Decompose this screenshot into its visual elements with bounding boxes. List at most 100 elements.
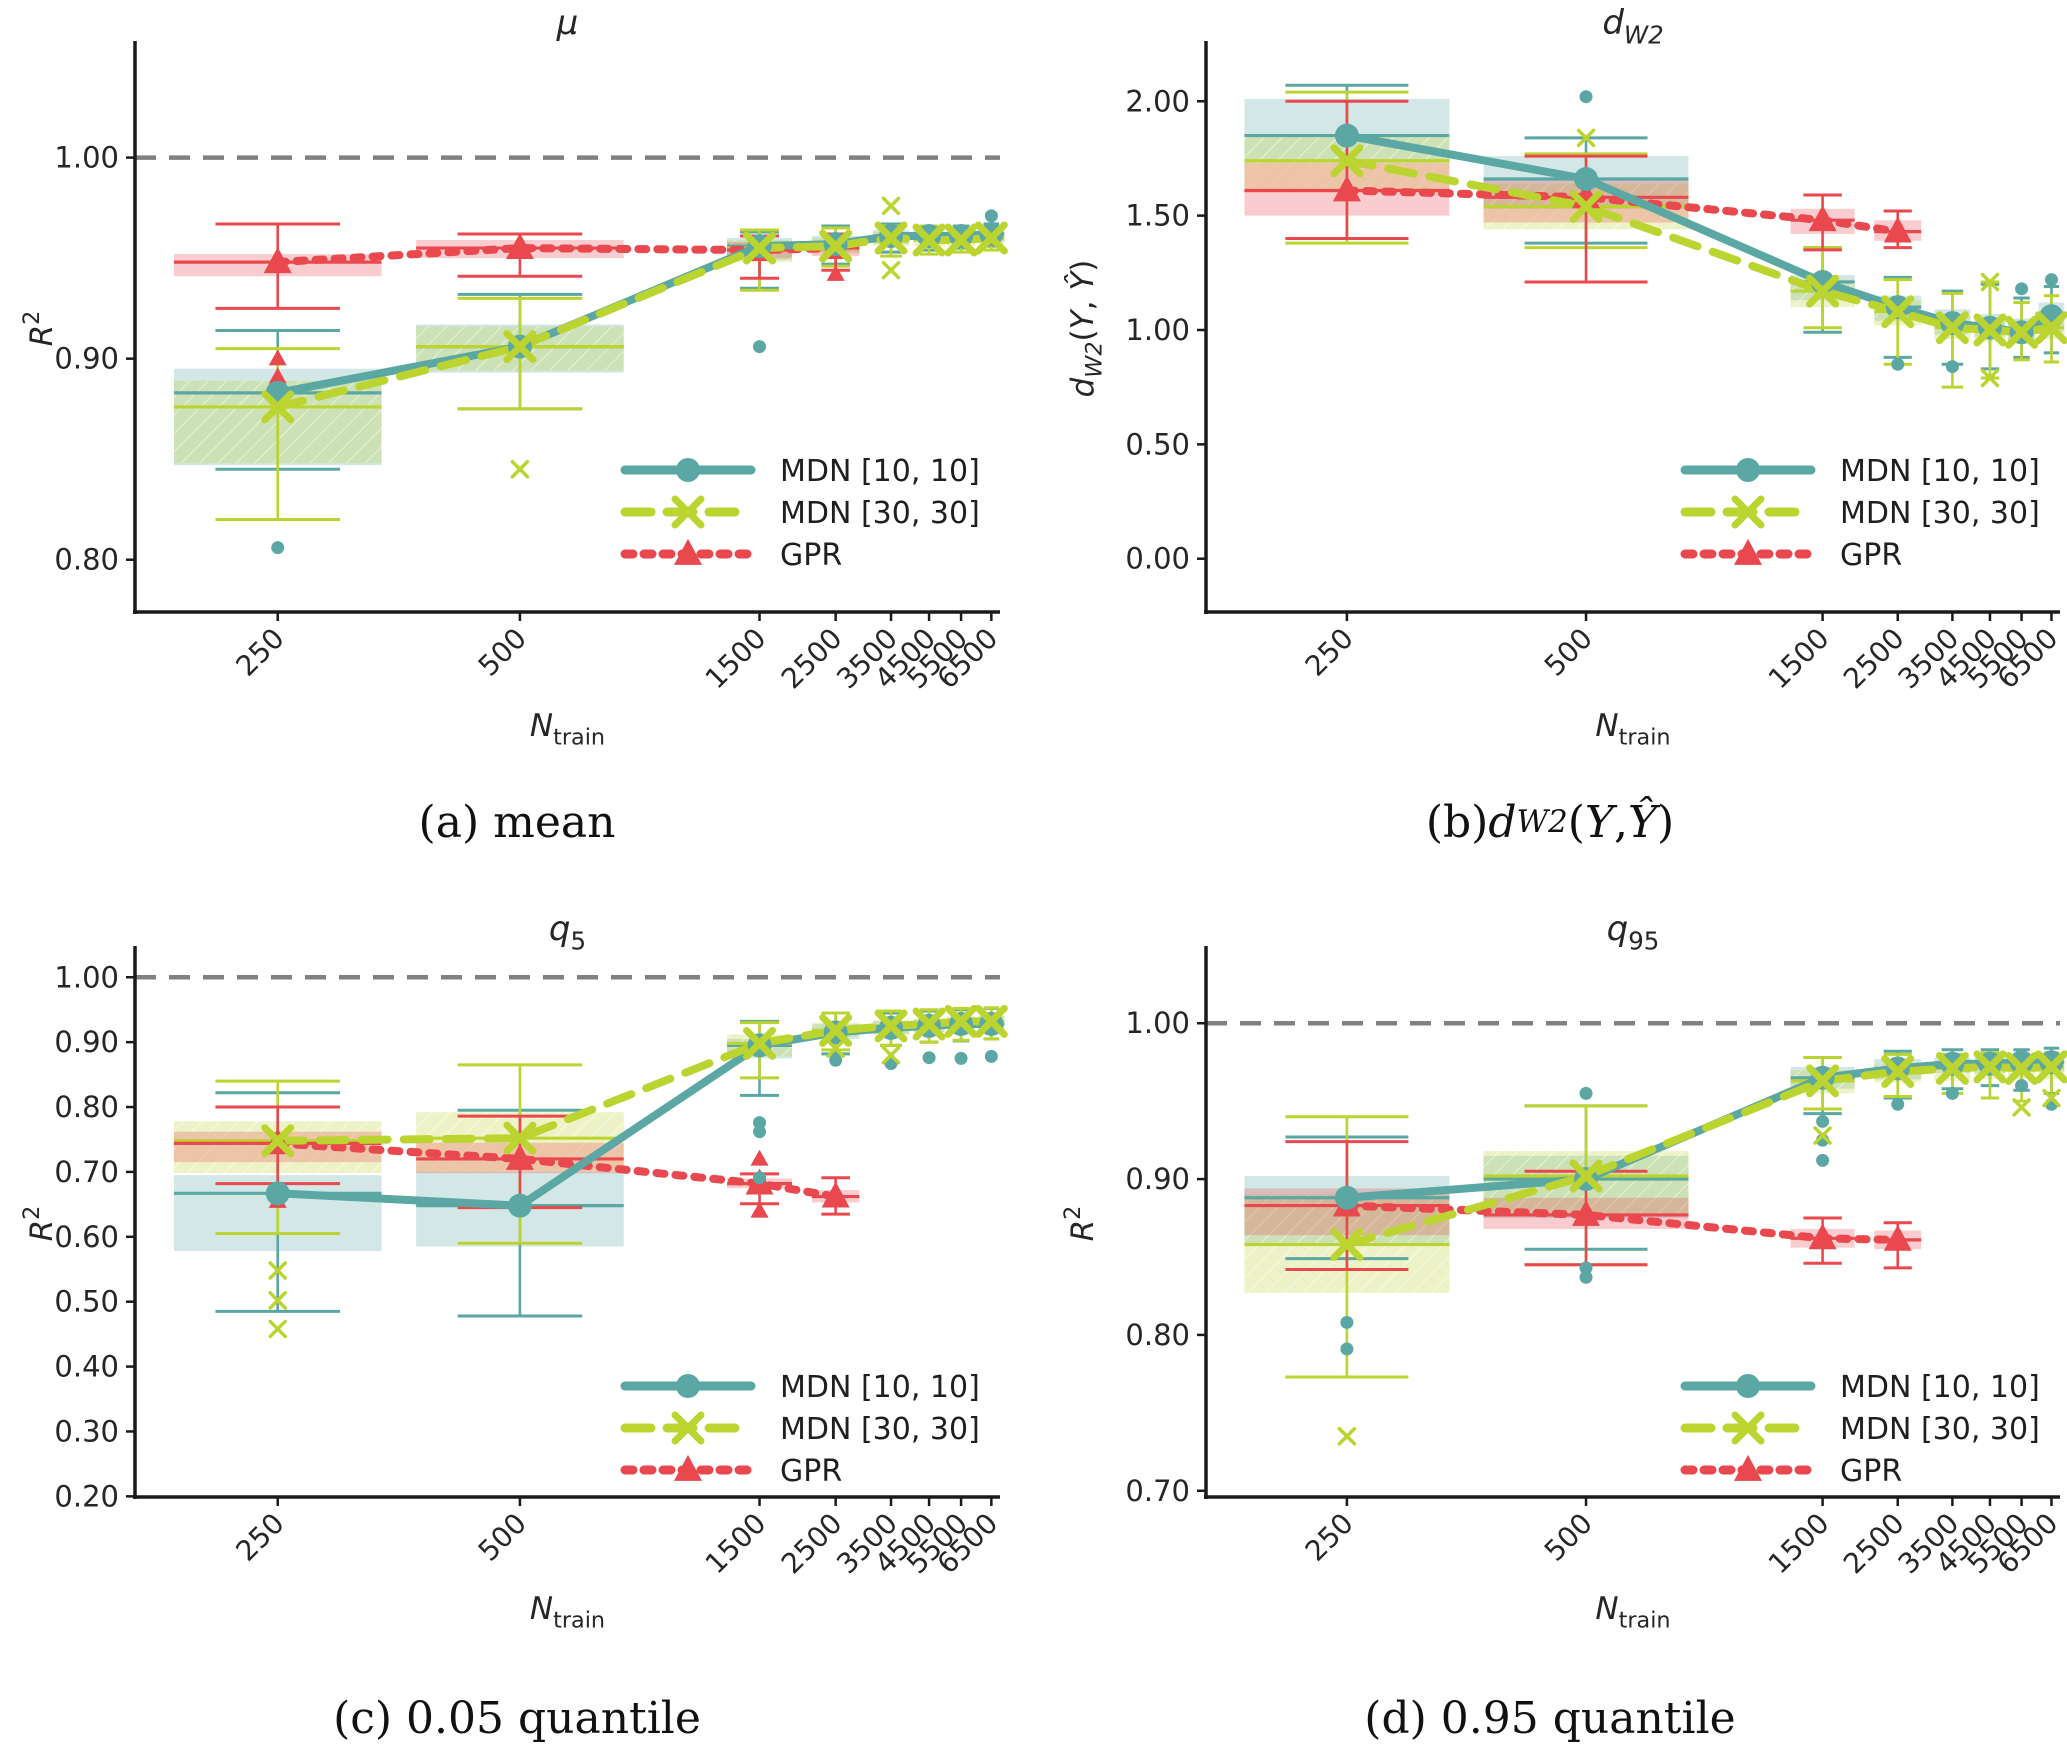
- legend-label-mdn10: MDN [10, 10]: [780, 454, 980, 489]
- axis-labels: Ntrain R2: [1060, 1206, 1671, 1634]
- caption-text: Y: [1584, 796, 1614, 848]
- legend-label-gpr: GPR: [780, 538, 842, 573]
- svg-text:q5: q5: [549, 909, 586, 956]
- legend-item-mdn30: MDN [30, 30]: [620, 495, 980, 531]
- series-gpr-line: [273, 1139, 840, 1201]
- caption-d: (d) 0.95 quantile: [1033, 1682, 2067, 1752]
- subplot-title: dW2: [1602, 3, 1663, 50]
- svg-text:0.60: 0.60: [54, 1220, 119, 1254]
- svg-text:R2: R2: [1060, 1206, 1101, 1242]
- caption-text: (a) mean: [418, 796, 616, 848]
- legend-item-mdn10: MDN [10, 10]: [1680, 454, 2040, 489]
- legend-label-gpr: GPR: [1840, 538, 1902, 573]
- series-mdn30-line: [273, 1017, 996, 1145]
- svg-text:2500: 2500: [775, 622, 849, 696]
- svg-text:1500: 1500: [699, 622, 773, 696]
- caption-c: (c) 0.05 quantile: [0, 1682, 1034, 1752]
- svg-text:R2: R2: [19, 1206, 60, 1242]
- svg-text:1.00: 1.00: [54, 141, 119, 175]
- series-mdn30-outliers: [1576, 128, 2000, 388]
- caption-a: (a) mean: [0, 786, 1034, 858]
- series-mdn10-line: [273, 230, 996, 397]
- y-axis: 0.70 0.80 0.90 1.00: [1125, 1006, 1206, 1508]
- svg-text:2500: 2500: [775, 1507, 849, 1581]
- series-mdn10-line: [273, 1020, 996, 1210]
- legend: MDN [10, 10] MDN [30, 30] GPR: [620, 1370, 980, 1489]
- legend-label-mdn30: MDN [30, 30]: [780, 496, 980, 531]
- legend-item-gpr: GPR: [1680, 538, 1902, 573]
- svg-text:250: 250: [1299, 622, 1360, 683]
- svg-text:0.20: 0.20: [54, 1479, 119, 1513]
- series-mdn10-outliers: [1579, 90, 2058, 374]
- svg-text:0.70: 0.70: [54, 1155, 119, 1189]
- svg-text:250: 250: [1299, 1507, 1360, 1568]
- svg-text:0.30: 0.30: [54, 1414, 119, 1448]
- legend-label-gpr: GPR: [1840, 1454, 1902, 1489]
- legend-label-mdn30: MDN [30, 30]: [780, 1412, 980, 1447]
- legend-label-mdn30: MDN [30, 30]: [1840, 1412, 2040, 1447]
- svg-text:0.80: 0.80: [54, 1090, 119, 1124]
- axis-labels: Ntrain R2: [19, 1206, 605, 1634]
- legend-label-mdn10: MDN [10, 10]: [1840, 1370, 2040, 1405]
- svg-text:Ntrain: Ntrain: [530, 708, 605, 751]
- caption-text: (b): [1425, 796, 1489, 848]
- legend-item-gpr: GPR: [1680, 1454, 1902, 1489]
- series-mdn30-markers: [1330, 1050, 2067, 1262]
- svg-text:μ: μ: [556, 3, 579, 43]
- series-mdn10-outliers: [1340, 1079, 2058, 1356]
- svg-text:2.00: 2.00: [1125, 84, 1190, 118]
- legend-item-mdn30: MDN [30, 30]: [620, 1411, 980, 1447]
- axis-labels: Ntrain R2: [19, 311, 605, 751]
- caption-text: (d) 0.95 quantile: [1364, 1692, 1736, 1744]
- legend-item-mdn10: MDN [10, 10]: [1680, 1370, 2040, 1405]
- svg-text:1500: 1500: [1762, 1507, 1836, 1581]
- svg-text:0.90: 0.90: [1125, 1162, 1190, 1196]
- svg-text:0.80: 0.80: [54, 543, 119, 577]
- series-mdn30-markers: [261, 221, 1008, 424]
- series-mdn30-markers: [1330, 144, 2067, 349]
- svg-text:2500: 2500: [1837, 1507, 1911, 1581]
- series-mdn30-markers: [261, 1004, 1008, 1158]
- series-mdn30-outliers: [1337, 1088, 2061, 1446]
- svg-text:2500: 2500: [1837, 622, 1911, 696]
- svg-text:0.70: 0.70: [1125, 1474, 1190, 1508]
- svg-text:1.50: 1.50: [1125, 199, 1190, 233]
- series-gpr-outliers: [268, 264, 845, 384]
- svg-text:1.00: 1.00: [1125, 1006, 1190, 1040]
- caption-text: (c) 0.05 quantile: [333, 1692, 701, 1744]
- caption-text: Ŷ: [1627, 796, 1657, 848]
- svg-text:1500: 1500: [699, 1507, 773, 1581]
- caption-text: ,: [1613, 796, 1628, 848]
- legend-label-mdn10: MDN [10, 10]: [780, 1370, 980, 1405]
- svg-text:500: 500: [1538, 1507, 1599, 1568]
- series-mdn30-line: [273, 234, 996, 411]
- caption-text: d: [1488, 796, 1517, 848]
- legend-item-gpr: GPR: [620, 1454, 842, 1489]
- series-mdn10-line: [1342, 131, 2056, 337]
- y-axis: 0.80 0.90 1.00: [54, 141, 135, 577]
- legend-label-mdn10: MDN [10, 10]: [1840, 454, 2040, 489]
- legend: MDN [10, 10] MDN [30, 30] GPR: [1680, 1370, 2040, 1489]
- svg-text:1.00: 1.00: [1125, 313, 1190, 347]
- svg-text:dW2: dW2: [1602, 3, 1663, 50]
- svg-text:1.00: 1.00: [54, 960, 119, 994]
- caption-b: (b) d W2(Y, Ŷ): [1033, 786, 2067, 858]
- series-mdn30-outliers: [268, 1039, 901, 1339]
- svg-text:Ntrain: Ntrain: [1595, 1591, 1670, 1634]
- svg-text:R2: R2: [19, 311, 60, 347]
- svg-text:500: 500: [472, 1507, 533, 1568]
- svg-text:Ntrain: Ntrain: [530, 1591, 605, 1634]
- subplot-title: μ: [556, 3, 579, 43]
- legend: MDN [10, 10] MDN [30, 30] GPR: [1680, 454, 2040, 573]
- svg-text:500: 500: [472, 622, 533, 683]
- svg-text:0.80: 0.80: [1125, 1318, 1190, 1352]
- series-mdn30-outliers: [510, 196, 901, 479]
